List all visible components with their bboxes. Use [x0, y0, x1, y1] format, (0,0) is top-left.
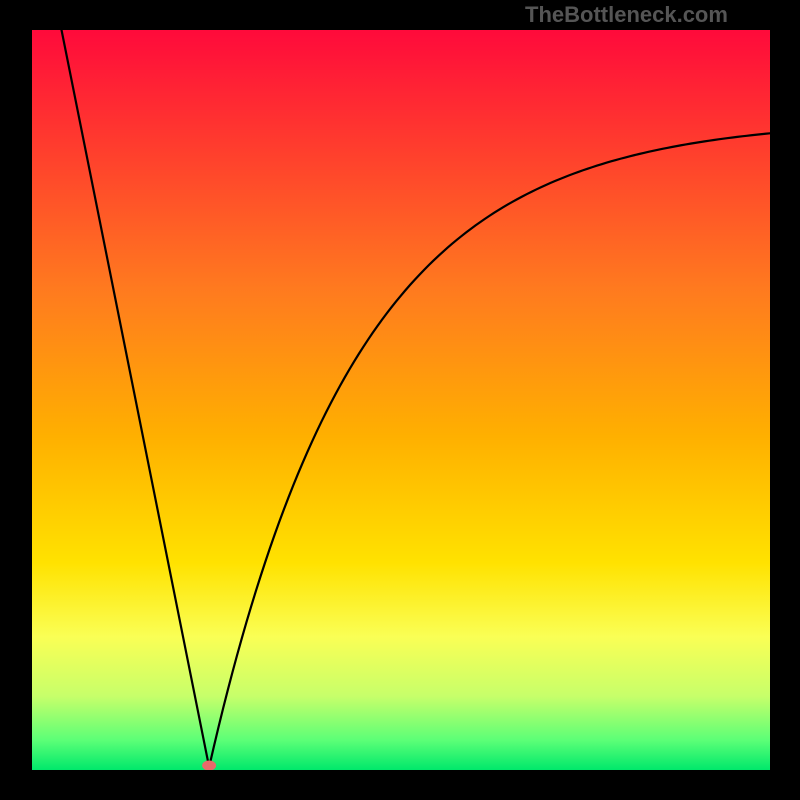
- watermark-label: TheBottleneck.com: [525, 2, 728, 28]
- gradient-background: [32, 30, 770, 770]
- plot-area: [32, 30, 770, 770]
- plot-svg: [32, 30, 770, 770]
- chart-canvas: TheBottleneck.com: [0, 0, 800, 800]
